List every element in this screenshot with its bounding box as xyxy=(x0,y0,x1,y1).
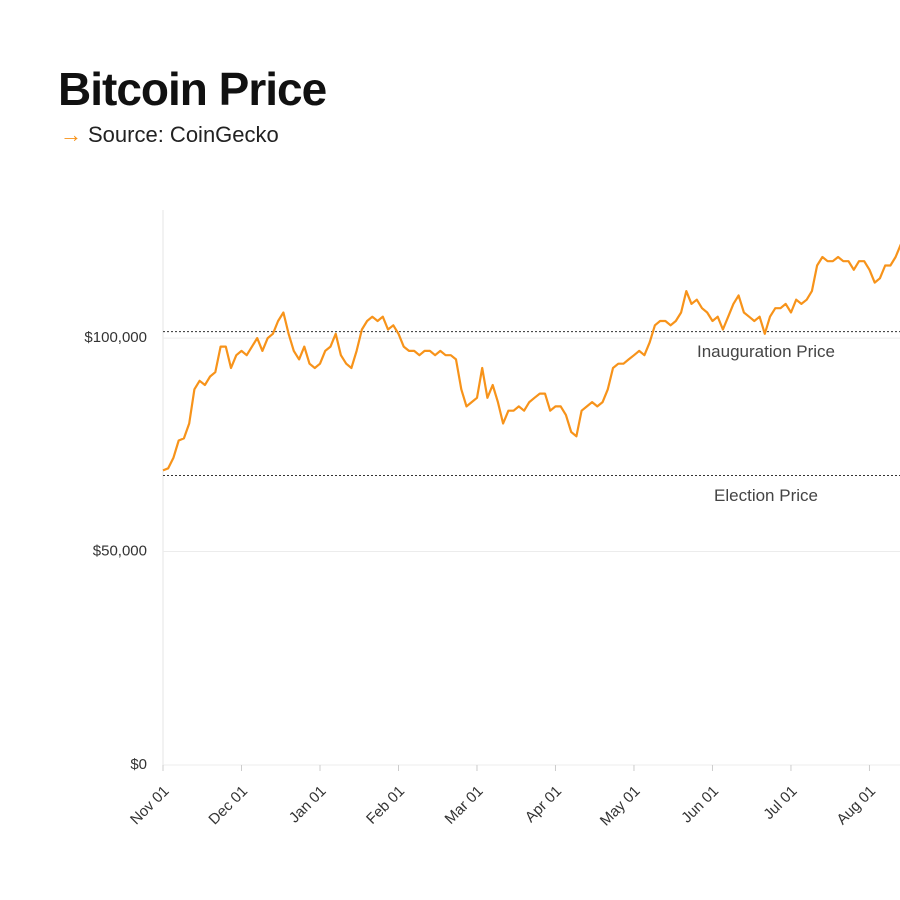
price-line xyxy=(162,243,900,472)
y-tick-label: $100,000 xyxy=(84,329,147,346)
reference-label: Inauguration Price xyxy=(697,341,835,361)
x-tick-label: Jun 01 xyxy=(678,783,722,827)
subtitle: Source: CoinGecko xyxy=(88,122,279,147)
subtitle-row: → Source: CoinGecko xyxy=(60,122,279,148)
y-tick-label: $0 xyxy=(130,756,147,773)
x-tick-label: Nov 01 xyxy=(127,783,173,829)
arrow-icon: → xyxy=(60,122,82,147)
reference-label: Election Price xyxy=(714,485,818,505)
x-tick-label: Dec 01 xyxy=(205,783,251,829)
x-tick-label: Jul 01 xyxy=(760,783,800,823)
chart-title: Bitcoin Price xyxy=(58,63,327,115)
y-tick-label: $50,000 xyxy=(93,543,147,560)
x-tick-label: Aug 01 xyxy=(833,783,879,829)
x-tick-label: Mar 01 xyxy=(442,783,487,828)
x-tick-label: Jan 01 xyxy=(286,783,330,827)
x-tick-label: May 01 xyxy=(597,783,644,830)
x-tick-label: Feb 01 xyxy=(363,783,408,828)
x-tick-label: Apr 01 xyxy=(522,783,565,826)
